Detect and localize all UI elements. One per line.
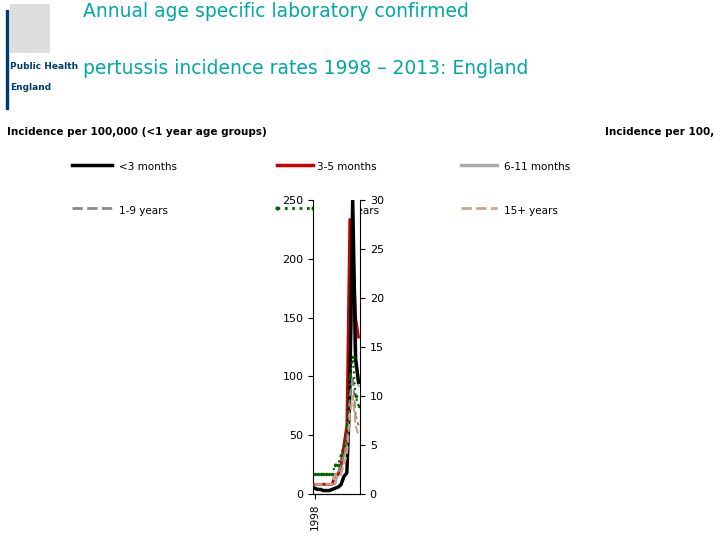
Text: 1-9 years: 1-9 years <box>119 206 168 215</box>
Text: England: England <box>10 83 51 92</box>
Text: Public Health: Public Health <box>10 62 78 71</box>
Text: Vaccination against pertussis for pregnant women: Vaccination against pertussis for pregna… <box>50 513 365 526</box>
Text: 3-5 months: 3-5 months <box>317 163 377 172</box>
Text: 6-11 months: 6-11 months <box>504 163 570 172</box>
Text: Incidence per 100,000 (<1 year age groups): Incidence per 100,000 (<1 year age group… <box>7 127 267 137</box>
Text: 26: 26 <box>18 513 35 526</box>
Text: pertussis incidence rates 1998 – 2013: England: pertussis incidence rates 1998 – 2013: E… <box>83 59 528 78</box>
Text: 15+ years: 15+ years <box>504 206 558 215</box>
Text: Annual age specific laboratory confirmed: Annual age specific laboratory confirmed <box>83 2 469 22</box>
Text: <3 months: <3 months <box>119 163 177 172</box>
Text: 10-14 years: 10-14 years <box>317 206 379 215</box>
FancyBboxPatch shape <box>10 4 50 53</box>
Bar <box>6 10 8 109</box>
Text: Incidence per 100,: Incidence per 100, <box>605 127 714 137</box>
